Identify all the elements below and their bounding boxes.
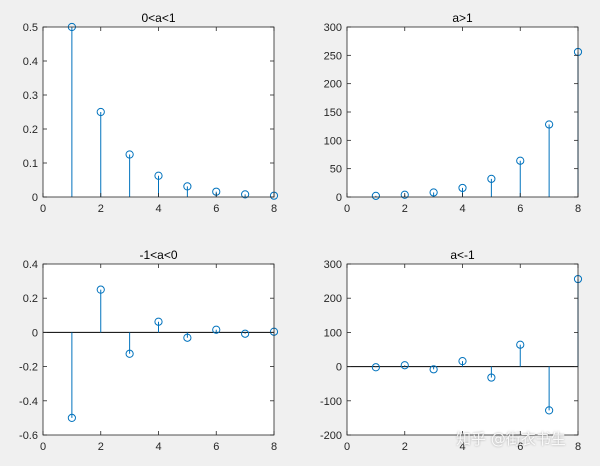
- x-tick-label: 0: [344, 203, 350, 215]
- stem-marker: [183, 182, 192, 191]
- stem-marker: [458, 357, 467, 366]
- stem-marker: [458, 183, 467, 193]
- x-tick-label: 4: [459, 441, 465, 453]
- stem-marker: [125, 150, 134, 159]
- y-tick-label: 0.2: [23, 124, 38, 136]
- stem-marker: [487, 373, 496, 382]
- subplot-4: 0 2 4 6 8 -200 -100 0 100 200 300 a<-1: [320, 248, 583, 453]
- x-tick-label: 8: [575, 441, 581, 453]
- x-tick-label: 6: [517, 203, 523, 215]
- stem-marker: [154, 171, 163, 180]
- x-tick-label: 0: [344, 441, 350, 453]
- stem-marker: [371, 363, 380, 372]
- stem-marker: [96, 285, 105, 294]
- y-tick-label: 0.5: [23, 22, 38, 34]
- x-tick-label: 4: [459, 203, 465, 215]
- stem-marker: [545, 120, 554, 129]
- subplot-2: 0 2 4 6 8 0 50 100 150 200 250 300 a>1: [324, 11, 583, 215]
- stem-marker: [516, 156, 525, 165]
- subplot-1: 0 2 4 6 8 0 0.1 0.2 0.3 0.4 0.5 0<a<1: [23, 11, 279, 215]
- stem-marker: [516, 340, 525, 349]
- y-tick-label: 300: [324, 22, 342, 34]
- subplot-title: 0<a<1: [141, 11, 175, 25]
- y-tick-label: 50: [330, 164, 342, 176]
- stem-marker: [400, 361, 409, 370]
- stem-marker: [400, 190, 409, 199]
- subplot-title: -1<a<0: [139, 248, 177, 262]
- y-tick-label: -100: [320, 396, 342, 408]
- x-tick-label: 4: [155, 203, 161, 215]
- y-tick-label: 200: [324, 293, 342, 305]
- y-tick-label: 150: [324, 107, 342, 119]
- stem-marker: [429, 188, 438, 197]
- y-tick-label: 0: [336, 192, 342, 204]
- x-tick-label: 2: [98, 441, 104, 453]
- stem-marker: [429, 365, 438, 374]
- axes-background: [43, 27, 274, 197]
- y-tick-label: 0.1: [23, 158, 38, 170]
- subplot-title: a>1: [452, 11, 473, 25]
- stem-marker: [183, 333, 192, 342]
- y-tick-label: 0.3: [23, 90, 38, 102]
- y-tick-label: -0.4: [19, 396, 38, 408]
- x-tick-label: 6: [213, 203, 219, 215]
- subplot-title: a<-1: [450, 248, 475, 262]
- y-tick-label: 300: [324, 259, 342, 271]
- x-tick-label: 8: [271, 441, 277, 453]
- y-tick-label: 0.4: [23, 56, 38, 68]
- x-tick-label: 2: [402, 203, 408, 215]
- stem-marker: [154, 317, 163, 326]
- y-tick-label: 0.2: [23, 293, 38, 305]
- x-tick-label: 2: [98, 203, 104, 215]
- y-tick-label: 200: [324, 79, 342, 91]
- stem-marker: [96, 107, 105, 117]
- x-tick-label: 0: [40, 441, 46, 453]
- subplot-3: 0 2 4 6 8 -0.6 -0.4 -0.2 0 0.2 0.4 -1<a<0: [19, 248, 279, 453]
- stem-marker: [125, 349, 134, 358]
- stem-marker: [67, 413, 76, 422]
- y-tick-label: -200: [320, 430, 342, 442]
- stem-marker: [241, 190, 250, 199]
- x-tick-label: 4: [155, 441, 161, 453]
- axes-background: [347, 264, 578, 435]
- x-tick-label: 8: [271, 203, 277, 215]
- stem-marker: [545, 406, 554, 415]
- stem-marker: [371, 191, 380, 200]
- y-tick-label: -0.2: [19, 362, 38, 374]
- y-tick-label: 0: [32, 327, 38, 339]
- x-tick-label: 6: [517, 441, 523, 453]
- x-tick-label: 0: [40, 203, 46, 215]
- y-tick-label: 0: [32, 192, 38, 204]
- stem-marker: [487, 174, 496, 183]
- stem-marker: [212, 325, 221, 334]
- axes-background: [43, 264, 274, 435]
- watermark-text: 知乎 @街衣书生: [456, 430, 566, 448]
- y-tick-label: 100: [324, 327, 342, 339]
- y-tick-label: 100: [324, 135, 342, 147]
- axes-background: [347, 27, 578, 197]
- x-tick-label: 2: [402, 441, 408, 453]
- x-tick-label: 8: [575, 203, 581, 215]
- y-tick-label: 0: [336, 362, 342, 374]
- y-tick-label: -0.6: [19, 430, 38, 442]
- x-tick-label: 6: [213, 441, 219, 453]
- stem-marker: [241, 329, 250, 338]
- y-tick-label: 0.4: [23, 259, 38, 271]
- y-tick-label: 250: [324, 50, 342, 62]
